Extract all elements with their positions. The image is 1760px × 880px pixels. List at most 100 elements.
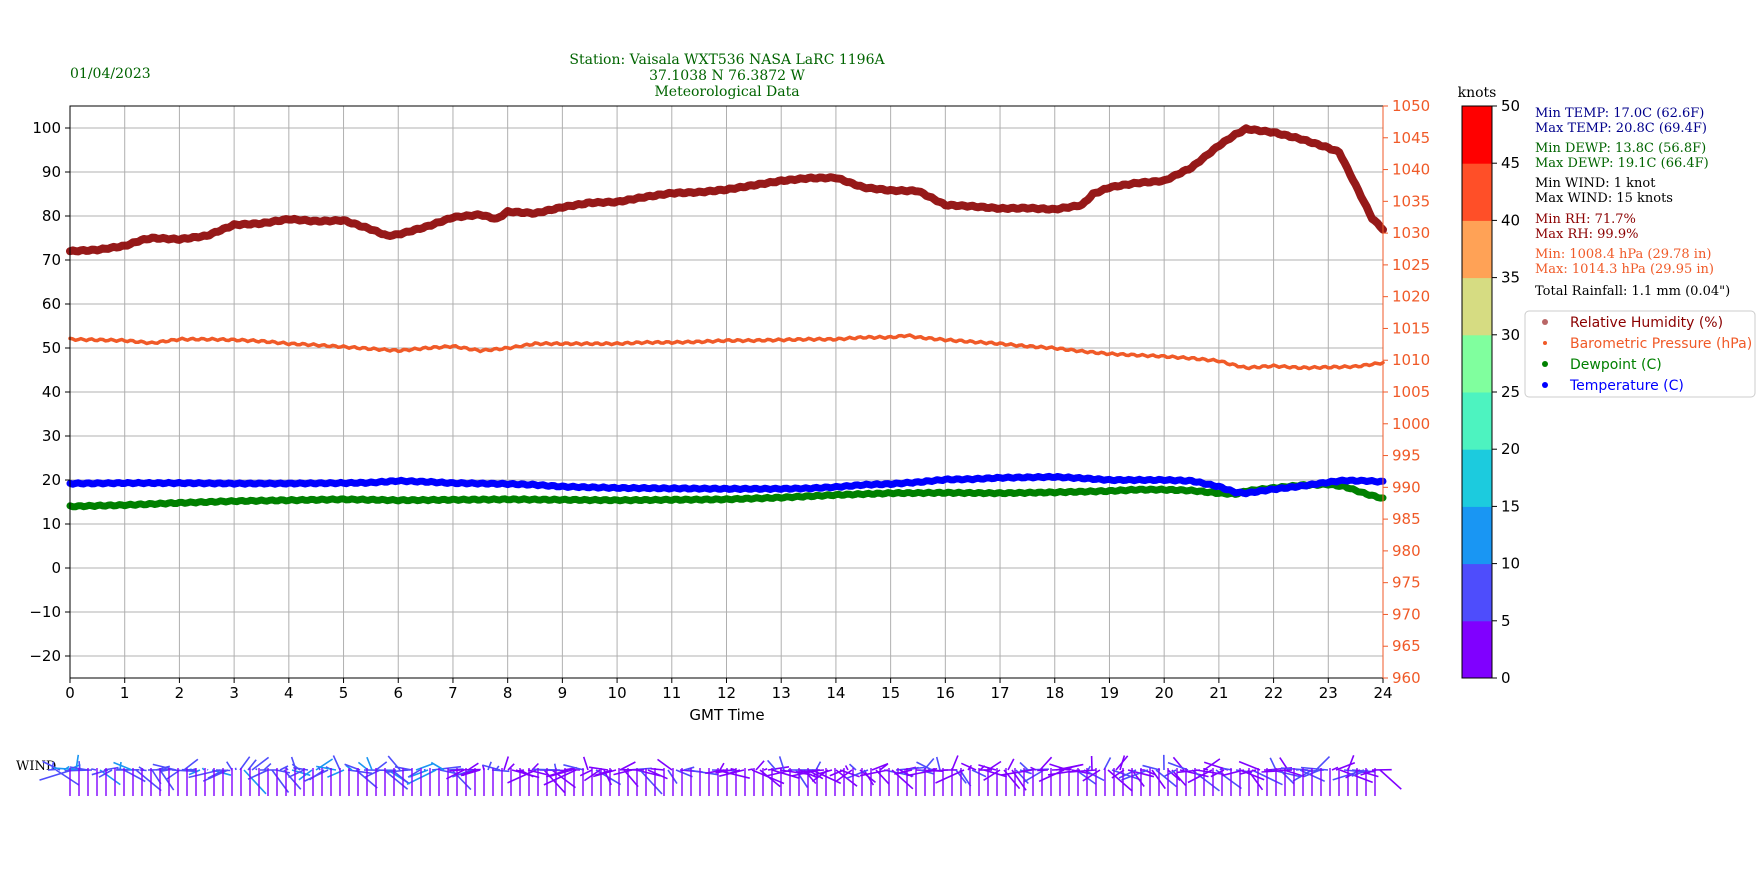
left-tick-label: 30 bbox=[42, 427, 61, 445]
wind-barb bbox=[1075, 769, 1097, 785]
x-tick-label: 5 bbox=[339, 684, 349, 702]
wind-barb bbox=[1187, 769, 1213, 784]
x-tick-label: 16 bbox=[936, 684, 955, 702]
colorbar-segment bbox=[1462, 163, 1492, 221]
wind-barb bbox=[1047, 769, 1081, 776]
right-tick-label: 1010 bbox=[1392, 351, 1430, 369]
series-line-3 bbox=[66, 472, 1387, 498]
legend-entry: Relative Humidity (%) bbox=[1570, 315, 1723, 331]
wind-barb bbox=[431, 765, 462, 771]
wind-barb bbox=[207, 769, 225, 779]
wind-barb bbox=[1142, 764, 1161, 771]
wind-barb bbox=[1131, 769, 1145, 787]
colorbar-segment bbox=[1462, 392, 1492, 450]
wind-barb bbox=[1238, 760, 1261, 771]
wind-barb bbox=[916, 761, 933, 771]
wind-barb bbox=[935, 756, 941, 771]
x-tick-label: 24 bbox=[1373, 684, 1392, 702]
stat-line: Max: 1014.3 hPa (29.95 in) bbox=[1535, 262, 1714, 277]
wind-barb bbox=[927, 769, 949, 772]
wind-barb bbox=[298, 769, 313, 781]
wind-barb bbox=[1315, 756, 1331, 771]
x-tick-label: 7 bbox=[448, 684, 458, 702]
x-tick-label: 2 bbox=[175, 684, 185, 702]
wind-barb bbox=[467, 762, 479, 771]
wind-barb bbox=[543, 769, 577, 786]
wind-barb bbox=[206, 768, 209, 771]
colorbar-tick-label: 30 bbox=[1501, 326, 1520, 344]
date-label: 01/04/2023 bbox=[70, 66, 151, 82]
colorbar-tick-label: 45 bbox=[1501, 154, 1520, 172]
left-tick-label: 90 bbox=[42, 163, 61, 181]
wind-barb bbox=[1300, 766, 1329, 771]
wind-barb bbox=[730, 767, 737, 771]
x-tick-label: 13 bbox=[772, 684, 791, 702]
wind-barb bbox=[951, 755, 959, 771]
x-tick-label: 12 bbox=[717, 684, 736, 702]
wind-barb bbox=[375, 761, 388, 771]
x-axis-label: GMT Time bbox=[689, 706, 764, 724]
wind-barb bbox=[171, 769, 198, 773]
left-tick-label: 80 bbox=[42, 207, 61, 225]
wind-barb bbox=[907, 766, 919, 771]
wind-barb bbox=[1019, 761, 1029, 771]
wind-barb bbox=[487, 761, 492, 771]
wind-barb bbox=[255, 768, 258, 771]
wind-barb bbox=[894, 769, 913, 775]
wind-barb bbox=[135, 769, 162, 792]
wind-barb bbox=[871, 762, 889, 771]
left-tick-label: −20 bbox=[29, 647, 61, 665]
wind-barb bbox=[795, 769, 825, 774]
wind-barb bbox=[1351, 769, 1369, 777]
right-tick-label: 990 bbox=[1392, 478, 1421, 496]
right-tick-label: 1025 bbox=[1392, 256, 1430, 274]
wind-barb bbox=[1163, 769, 1177, 778]
right-tick-label: 970 bbox=[1392, 605, 1421, 623]
wind-barb bbox=[1247, 769, 1264, 791]
wind-label: WIND bbox=[16, 759, 56, 774]
wind-barb bbox=[275, 769, 291, 774]
legend-marker bbox=[1542, 319, 1548, 325]
wind-barb bbox=[844, 765, 849, 771]
x-tick-label: 10 bbox=[608, 684, 627, 702]
wind-barb bbox=[719, 769, 745, 777]
colorbar-segment bbox=[1462, 334, 1492, 393]
wind-barb bbox=[507, 763, 515, 771]
wind-barb bbox=[719, 762, 725, 771]
stat-line: Max TEMP: 20.8C (69.4F) bbox=[1535, 121, 1707, 136]
wind-barb bbox=[234, 767, 237, 771]
wind-barb bbox=[202, 769, 229, 782]
x-tick-label: 3 bbox=[229, 684, 239, 702]
wind-barb bbox=[288, 769, 305, 779]
wind-barb bbox=[639, 769, 663, 795]
stat-line: Min DEWP: 13.8C (56.8F) bbox=[1535, 141, 1706, 156]
legend-marker bbox=[1543, 341, 1547, 345]
x-tick-label: 0 bbox=[65, 684, 75, 702]
wind-barb bbox=[747, 768, 753, 771]
wind-barb bbox=[91, 768, 97, 771]
wind-barb bbox=[592, 769, 617, 778]
wind-barb bbox=[766, 759, 777, 771]
x-tick-label: 18 bbox=[1045, 684, 1064, 702]
wind-barb bbox=[263, 763, 272, 771]
legend-entry: Temperature (C) bbox=[1569, 378, 1684, 394]
right-tick-label: 985 bbox=[1392, 510, 1421, 528]
colorbar-segment bbox=[1462, 106, 1492, 164]
x-tick-label: 22 bbox=[1264, 684, 1283, 702]
wind-barb bbox=[1039, 756, 1053, 771]
wind-barb bbox=[763, 768, 768, 771]
colorbar-tick-label: 0 bbox=[1501, 669, 1511, 687]
wind-barb bbox=[778, 756, 785, 771]
wind-barb bbox=[767, 766, 790, 771]
wind-barbs bbox=[39, 754, 1402, 796]
wind-barb bbox=[1121, 769, 1149, 781]
wind-colorbar: 0 5 10 15 20 25 30 35 40 45 50 bbox=[1461, 97, 1520, 687]
wind-barb bbox=[1068, 769, 1097, 773]
stat-line: Min: 1008.4 hPa (29.78 in) bbox=[1535, 247, 1711, 262]
right-tick-label: 980 bbox=[1392, 542, 1421, 560]
wind-barb bbox=[582, 756, 589, 771]
right-tick-label: 1020 bbox=[1392, 288, 1430, 306]
wind-barb bbox=[683, 766, 695, 771]
wind-barb bbox=[1176, 769, 1201, 774]
